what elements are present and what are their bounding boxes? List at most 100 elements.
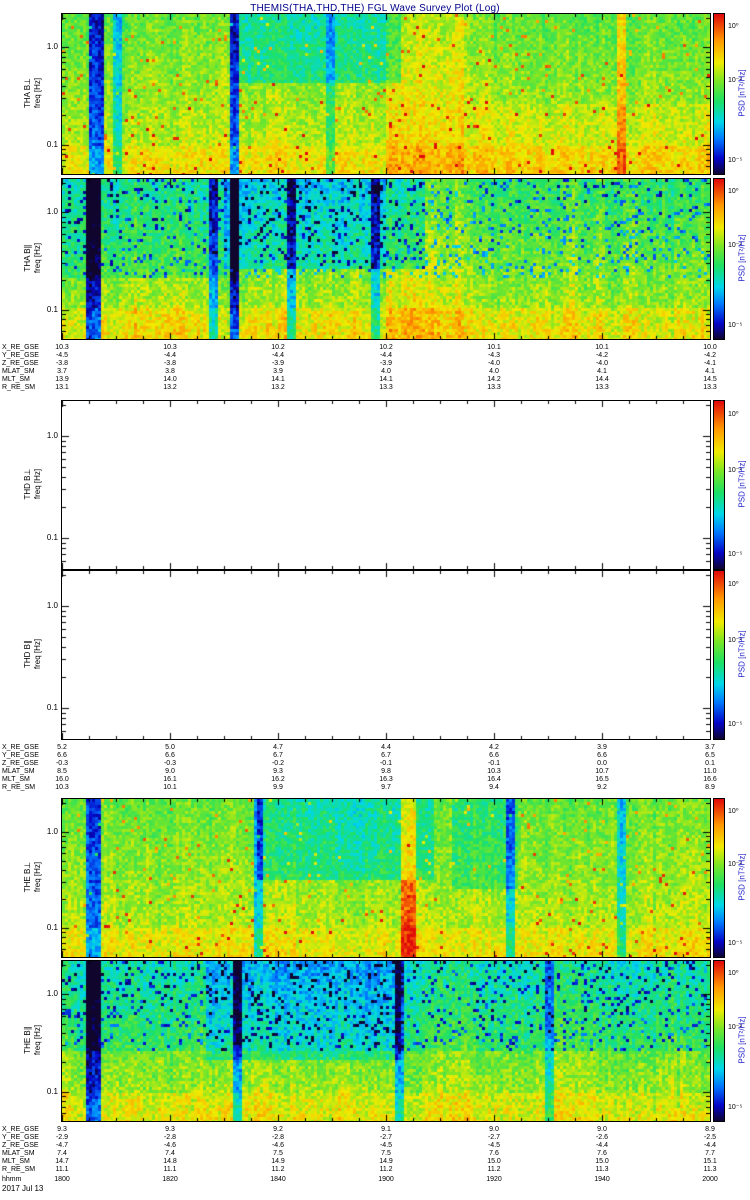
colorbar-tick-label: 10⁻⁵ [728, 940, 743, 947]
time-tick-label: 1840 [270, 1176, 286, 1183]
ephemeris-value: -4.4 [595, 1142, 609, 1149]
spectrogram-panel-thd-bpar: THD B∥ freq [Hz] 1.0 0.1 10⁰ 10⁻² 10⁻⁵ PSD [nT²… [0, 570, 750, 740]
ephemeris-value: -4.4 [703, 1142, 717, 1149]
ephemeris-value: 9.3 [165, 1126, 175, 1133]
ephemeris-value: 7.6 [597, 1150, 607, 1157]
colorbar-tick-label: 10⁰ [728, 808, 739, 815]
ephemeris-value: -2.7 [379, 1134, 393, 1141]
colorbar-tick-label: 10⁰ [728, 581, 739, 588]
ephemeris-value: 15.0 [487, 1158, 501, 1165]
ephemeris-value: 13.2 [271, 384, 285, 391]
ephemeris-row-label: Y_RE_GSE [2, 352, 39, 359]
ephemeris-value: 11.2 [487, 1166, 501, 1173]
colorbar-tick-label: 10⁻⁵ [728, 1104, 743, 1111]
ephemeris-value: 11.1 [55, 1166, 69, 1173]
ephemeris-value: -2.8 [163, 1134, 177, 1141]
ephemeris-value: 10.1 [163, 784, 177, 791]
colorbar-canvas [713, 960, 725, 1122]
freq-tick-label: 1.0 [46, 601, 58, 610]
ephemeris-value: 3.8 [165, 368, 175, 375]
ephemeris-value: 4.2 [489, 744, 499, 751]
ephemeris-value: 3.9 [273, 368, 283, 375]
spectrogram-panel-tha-bpar: THA B∥ freq [Hz] 1.0 0.1 10⁰ 10⁻² 10⁻⁵ PSD [nT²… [0, 178, 750, 340]
colorbar-tick-label: 10⁻² [728, 242, 742, 249]
ephemeris-row-label: R_RE_SM [2, 784, 36, 791]
ephemeris-value: 14.1 [379, 376, 393, 383]
ephemeris-value: -0.1 [379, 760, 393, 767]
psd-axis-label: PSD [nT²/Hz] [737, 853, 747, 901]
ephemeris-value: 11.3 [703, 1166, 717, 1173]
ephemeris-value: 14.9 [379, 1158, 393, 1165]
ephemeris-value: 14.5 [703, 376, 717, 383]
ephemeris-value: 14.4 [595, 376, 609, 383]
ephemeris-value: 13.3 [379, 384, 393, 391]
spectrogram-canvas [61, 178, 711, 340]
colorbar-canvas [713, 400, 725, 570]
ephemeris-value: -3.9 [271, 360, 285, 367]
freq-tick-label: 1.0 [46, 42, 58, 51]
ephemeris-value: 4.0 [381, 368, 391, 375]
ephemeris-value: 16.4 [487, 776, 501, 783]
ephemeris-value: 5.0 [165, 744, 175, 751]
ephemeris-value: 6.7 [273, 752, 283, 759]
ephemeris-row-label: Y_RE_GSE [2, 1134, 39, 1141]
ephemeris-value: 13.9 [55, 376, 69, 383]
ephemeris-value: 10.2 [271, 344, 285, 351]
ephemeris-value: -4.5 [487, 1142, 501, 1149]
freq-tick-label: 1.0 [46, 431, 58, 440]
panel-axis-label-wrap: THD B∥ freq [Hz] [20, 570, 46, 738]
colorbar-tick-label: 10⁰ [728, 970, 739, 977]
freq-axis-label: freq [Hz] [33, 638, 42, 670]
ephemeris-value: 5.2 [57, 744, 67, 751]
colorbar-canvas [713, 13, 725, 175]
ephemeris-value: 11.1 [163, 1166, 177, 1173]
ephemeris-value: 4.7 [273, 744, 283, 751]
panel-axis-label-wrap: THA B∥ freq [Hz] [20, 178, 46, 338]
ephemeris-value: -4.2 [595, 352, 609, 359]
ephemeris-row-label: X_RE_GSE [2, 1126, 39, 1133]
ephemeris-value: 4.0 [489, 368, 499, 375]
ephemeris-value: 13.1 [55, 384, 69, 391]
ephemeris-value: 16.3 [379, 776, 393, 783]
ephemeris-row-label: X_RE_GSE [2, 744, 39, 751]
ephemeris-value: 9.7 [381, 784, 391, 791]
ephemeris-value: -0.1 [487, 760, 501, 767]
ephemeris-value: 6.7 [381, 752, 391, 759]
ephemeris-row-label: MLT_SM [2, 1158, 30, 1165]
panel-axis-label-wrap: THE B∥ freq [Hz] [20, 960, 46, 1120]
psd-label-wrap: PSD [nT²/Hz] [735, 798, 749, 956]
ephemeris-value: 10.3 [487, 768, 501, 775]
ephemeris-value: -4.4 [163, 352, 177, 359]
ephemeris-row-label: MLAT_SM [2, 768, 35, 775]
ephemeris-value: 13.3 [703, 384, 717, 391]
colorbar-tick-label: 10⁻⁵ [728, 322, 743, 329]
ephemeris-value: 10.3 [55, 784, 69, 791]
ephemeris-value: 11.0 [703, 768, 717, 775]
panel-name-label: THA B∥ [23, 244, 32, 272]
panel-axis-label: THA B∥ freq [Hz] [23, 243, 43, 273]
ephemeris-value: -2.5 [703, 1134, 717, 1141]
ephemeris-value: 14.7 [55, 1158, 69, 1165]
freq-axis-label: freq [Hz] [33, 1024, 42, 1056]
ephemeris-value: 3.7 [705, 744, 715, 751]
psd-axis-label: PSD [nT²/Hz] [737, 460, 747, 508]
panel-axis-label: THE B∥ freq [Hz] [23, 1025, 43, 1055]
ephemeris-value: -0.2 [271, 760, 285, 767]
freq-tick-label: 0.1 [46, 140, 58, 149]
ephemeris-value: 7.4 [57, 1150, 67, 1157]
ephemeris-value: 16.2 [271, 776, 285, 783]
ephemeris-value: 8.9 [705, 784, 715, 791]
freq-axis-label: freq [Hz] [33, 468, 42, 500]
colorbar-canvas [713, 570, 725, 740]
ephemeris-value: 6.6 [57, 752, 67, 759]
panel-name-label: THD B⊥ [23, 468, 32, 500]
ephemeris-row-label: R_RE_SM [2, 1166, 36, 1173]
date-label: 2017 Jul 13 [2, 1184, 44, 1193]
colorbar-canvas [713, 798, 725, 958]
spectrogram-canvas [61, 960, 711, 1122]
colorbar-tick-label: 10⁻² [728, 77, 742, 84]
ephemeris-value: 9.2 [273, 1126, 283, 1133]
ephemeris-row-label: Z_RE_GSE [2, 1142, 39, 1149]
ephemeris-value: -4.0 [487, 360, 501, 367]
